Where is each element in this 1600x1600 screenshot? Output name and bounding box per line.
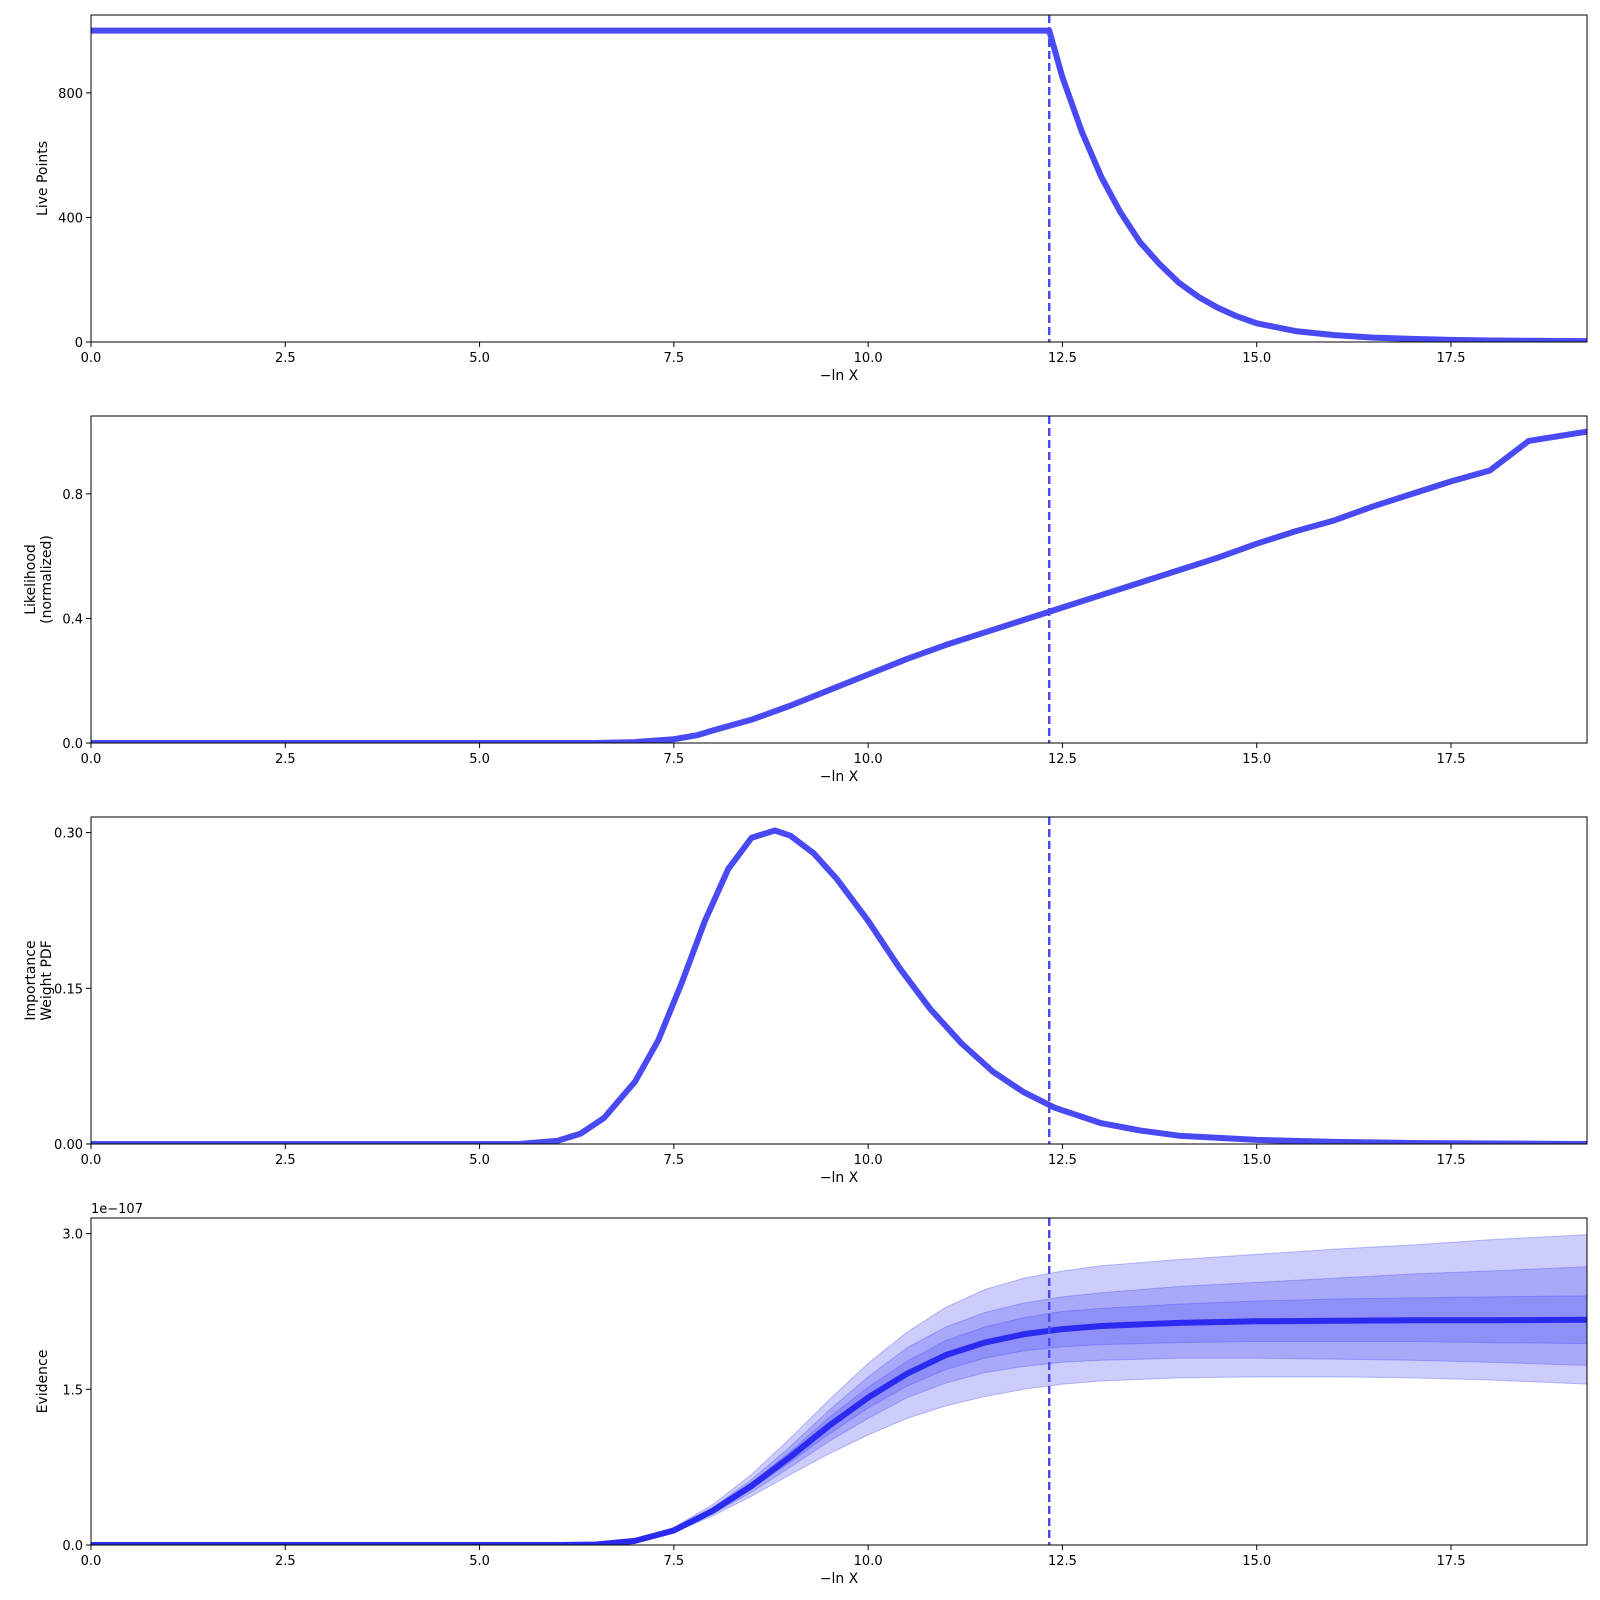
x-tick-label: 15.0 (1242, 1554, 1271, 1569)
x-tick-label: 0.0 (81, 1554, 102, 1569)
axes-frame (90, 14, 1588, 343)
y-axis-label: Live Points (35, 141, 51, 216)
panel-4: 0.0 2.5 5.0 7.5 10.0 12.5 15.0 17.5 0.0 1.5 3.0 −ln… (35, 1202, 1588, 1587)
x-tick-label: 2.5 (275, 351, 296, 366)
x-tick-label: 10.0 (854, 1153, 883, 1168)
y-axis-label: Importance (23, 940, 39, 1020)
x-tick-label: 0.0 (81, 1153, 102, 1168)
x-axis-label: −ln X (820, 1170, 859, 1186)
x-tick-label: 7.5 (664, 1153, 685, 1168)
series-line-1 (91, 827, 1587, 1144)
x-axis-label: −ln X (820, 1571, 859, 1587)
x-tick-label: 12.5 (1048, 1554, 1077, 1569)
y-axis-label: (normalized) (39, 535, 55, 624)
evidence-band-1 (91, 1234, 1587, 1545)
plot-area (91, 827, 1587, 1144)
y-tick-label: 3.0 (62, 1228, 83, 1243)
x-tick-label: 12.5 (1048, 1153, 1077, 1168)
x-tick-label: 2.5 (275, 752, 296, 767)
x-tick-label: 17.5 (1437, 752, 1466, 767)
panel-2: 0.0 2.5 5.0 7.5 10.0 12.5 15.0 17.5 0.0 0.4 0.8 −ln… (23, 415, 1588, 785)
x-tick-label: 15.0 (1242, 752, 1271, 767)
x-tick-label: 7.5 (664, 1554, 685, 1569)
x-tick-label: 2.5 (275, 1153, 296, 1168)
evidence-median-line (91, 1316, 1587, 1545)
y-tick-label: 0.0 (62, 737, 83, 752)
x-tick-label: 17.5 (1437, 1153, 1466, 1168)
y-axis-label: Weight PDF (39, 940, 55, 1021)
y-axis-label: Evidence (35, 1350, 51, 1414)
x-axis-label: −ln X (820, 769, 859, 785)
panel-3: 0.0 2.5 5.0 7.5 10.0 12.5 15.0 17.5 0.00 0.15 0.30… (23, 816, 1588, 1186)
x-tick-label: 0.0 (81, 752, 102, 767)
series-line-1 (91, 428, 1587, 743)
y-tick-label: 800 (58, 87, 83, 102)
axes-frame (90, 415, 1588, 744)
x-tick-label: 10.0 (854, 752, 883, 767)
x-tick-label: 12.5 (1048, 752, 1077, 767)
x-tick-label: 5.0 (469, 1153, 490, 1168)
y-tick-label: 0.00 (54, 1138, 83, 1153)
y-axis-label: Likelihood (23, 544, 39, 615)
y-tick-label: 0.4 (62, 612, 83, 627)
x-axis-label: −ln X (820, 368, 859, 384)
x-tick-label: 5.0 (469, 752, 490, 767)
y-tick-label: 0.30 (54, 827, 83, 842)
x-tick-label: 7.5 (664, 752, 685, 767)
evidence-band-2 (91, 1266, 1587, 1545)
x-tick-label: 17.5 (1437, 1554, 1466, 1569)
x-tick-label: 7.5 (664, 351, 685, 366)
x-tick-label: 5.0 (469, 1554, 490, 1569)
x-tick-label: 10.0 (854, 1554, 883, 1569)
x-tick-label: 17.5 (1437, 351, 1466, 366)
y-tick-label: 400 (58, 211, 83, 226)
x-tick-label: 10.0 (854, 351, 883, 366)
y-offset-label: 1e−107 (91, 1202, 143, 1217)
y-tick-label: 0.8 (62, 488, 83, 503)
y-tick-label: 1.5 (62, 1383, 83, 1398)
axes-frame (90, 1217, 1588, 1546)
y-tick-label: 0 (75, 336, 83, 351)
x-tick-label: 15.0 (1242, 351, 1271, 366)
y-tick-label: 0.0 (62, 1539, 83, 1554)
plot-area (91, 428, 1587, 743)
plot-area (91, 27, 1587, 342)
x-tick-label: 5.0 (469, 351, 490, 366)
x-tick-label: 2.5 (275, 1554, 296, 1569)
y-tick-label: 0.15 (54, 982, 83, 997)
x-tick-label: 0.0 (81, 351, 102, 366)
x-tick-label: 15.0 (1242, 1153, 1271, 1168)
plot-area (91, 1234, 1587, 1545)
series-line-1 (91, 27, 1587, 342)
panel-1: 0.0 2.5 5.0 7.5 10.0 12.5 15.0 17.5 0 400 800 −ln X… (35, 14, 1588, 384)
x-tick-label: 12.5 (1048, 351, 1077, 366)
axes-frame (90, 816, 1588, 1145)
